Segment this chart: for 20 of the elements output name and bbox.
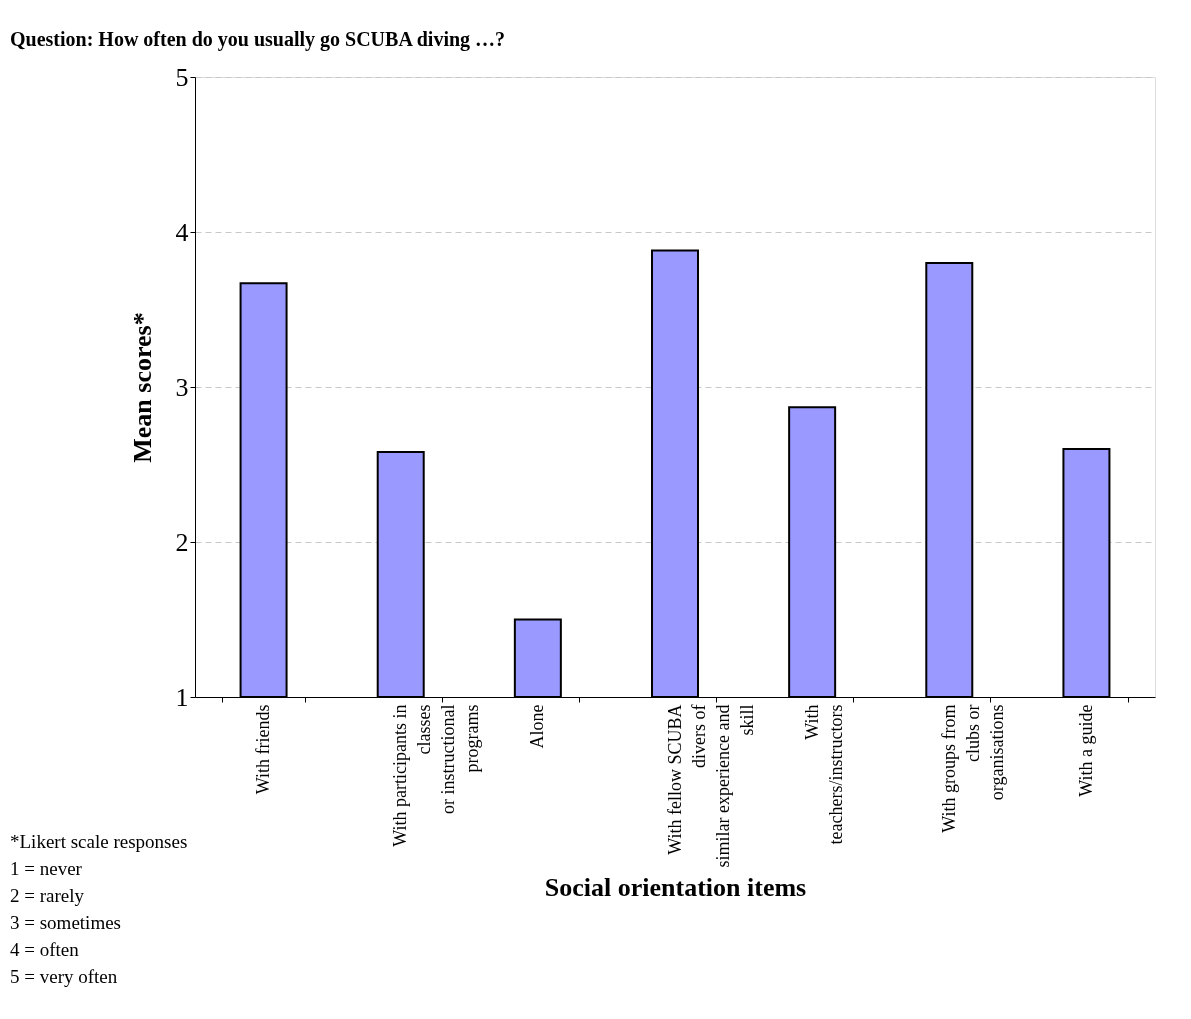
text: 2 = rarely xyxy=(10,885,85,906)
y-tick-label: 5 xyxy=(175,62,189,92)
x-tick-label: Alone xyxy=(527,704,548,749)
chart-title: Question: How often do you usually go SCUBA diving …? xyxy=(10,28,506,51)
text: *Likert scale responses xyxy=(10,831,188,852)
y-axis-title: Mean scores* xyxy=(127,312,157,463)
x-tick-label: With friends xyxy=(253,704,274,795)
x-tick-label: With groups from clubs or organisations xyxy=(938,704,1007,833)
x-tick-label: With fellow SCUBA divers of similar experience and skill xyxy=(664,704,757,868)
text: 1 = never xyxy=(10,858,83,879)
text: 4 = often xyxy=(10,939,80,960)
text: 3 = sometimes xyxy=(10,912,121,933)
x-tick-label: With a guide xyxy=(1075,704,1096,797)
y-tick-label: 1 xyxy=(175,682,189,712)
y-tick-label: 4 xyxy=(175,217,189,247)
y-tick-label: 3 xyxy=(175,372,189,402)
text: 5 = very often xyxy=(10,966,118,987)
y-tick-label: 2 xyxy=(175,527,189,557)
x-axis-title: Social orientation items xyxy=(544,873,807,903)
x-tick-label: With participants in classes or instructional programs xyxy=(390,704,483,847)
